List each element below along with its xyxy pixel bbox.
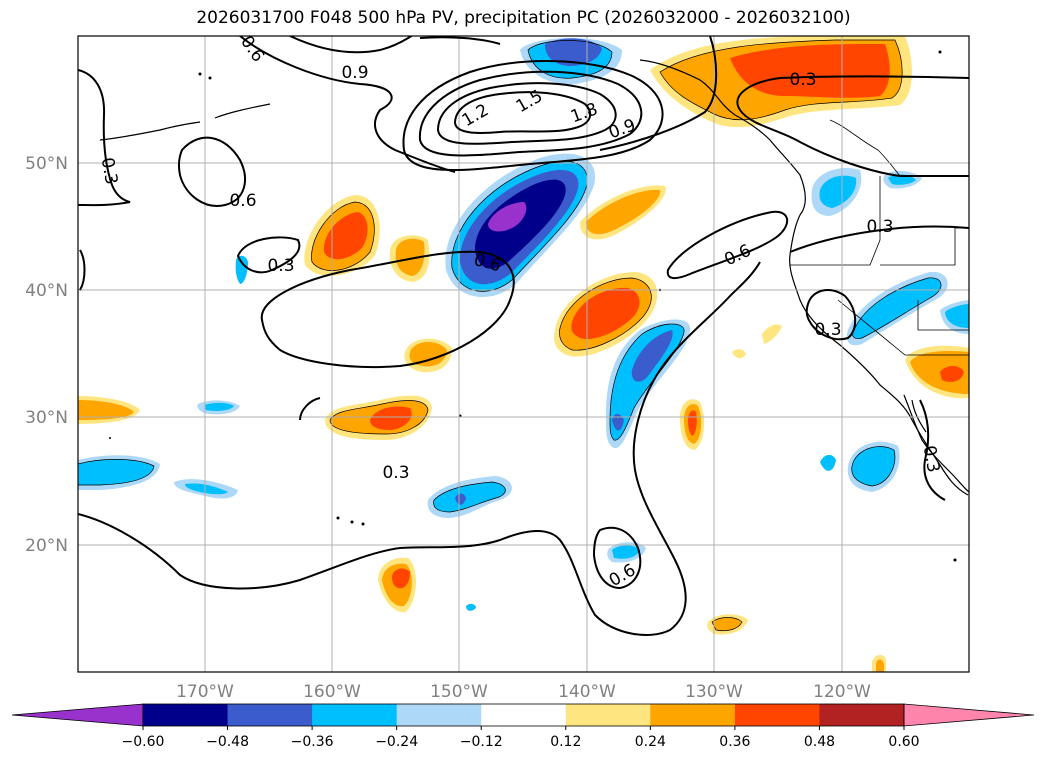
colorbar-tick-label: −0.36 [291, 734, 334, 750]
colorbar-frame [142, 703, 905, 727]
colorbar-tick-label: 0.60 [888, 734, 919, 750]
colorbar-extend-max [903, 703, 1035, 727]
colorbar-segment [481, 704, 567, 726]
colorbar-extend-min [11, 703, 144, 727]
colorbar-segment [650, 704, 736, 726]
lon-tick-label: 130°W [685, 682, 743, 702]
contour-label: 0.3 [866, 217, 893, 237]
lat-tick-label: 20°N [25, 536, 68, 556]
colorbar: −0.60 −0.48 −0.36 −0.24 −0.12 0.12 0.24 0.36 0.4… [11, 703, 1035, 750]
colorbar-tick-label: −0.24 [375, 734, 418, 750]
contour-label: 0.3 [267, 256, 294, 276]
lon-tick-label: 150°W [430, 682, 488, 702]
lon-tick-label: 160°W [303, 682, 361, 702]
contour-label: 0.3 [97, 156, 121, 186]
colorbar-tick-label: −0.48 [206, 734, 249, 750]
contour-label: 0.3 [382, 463, 409, 483]
colorbar-tick-label: 0.36 [719, 734, 750, 750]
colorbar-segment [734, 704, 820, 726]
lon-tick-label: 170°W [176, 682, 234, 702]
pv-contours [78, 36, 969, 636]
map-frame [77, 35, 970, 673]
colorbar-tick-label: 0.12 [550, 734, 581, 750]
colorbar-segment [819, 704, 905, 726]
colorbar-tick-label: 0.24 [635, 734, 666, 750]
lat-tick-label: 50°N [25, 154, 68, 174]
colorbar-segment [396, 704, 482, 726]
lon-tick-label: 140°W [558, 682, 616, 702]
contour-label: 0.3 [814, 320, 841, 340]
precip-outlines [78, 39, 942, 632]
contour-label: 0.6 [229, 191, 256, 211]
contour-label: 0.9 [341, 63, 368, 83]
colorbar-segment [565, 704, 651, 726]
colorbar-tick-label: 0.48 [804, 734, 835, 750]
contour-label: 0.3 [919, 444, 943, 474]
gridlines [78, 36, 969, 672]
islands [109, 50, 957, 562]
coastline [99, 59, 969, 496]
lat-tick-label: 30°N [25, 408, 68, 428]
figure-title: 2026031700 F048 500 hPa PV, precipitatio… [196, 8, 851, 28]
lon-tick-labels: 170°W 160°W 150°W 140°W 130°W 120°W [176, 682, 871, 702]
lat-tick-label: 40°N [25, 281, 68, 301]
lat-tick-labels: 50°N 40°N 30°N 20°N [25, 154, 68, 556]
colorbar-segment [312, 704, 398, 726]
colorbar-segment [227, 704, 313, 726]
lon-tick-label: 120°W [813, 682, 871, 702]
contour-label: 0.3 [789, 70, 816, 90]
colorbar-segment [143, 704, 229, 726]
colorbar-tick-label: −0.12 [460, 734, 503, 750]
colorbar-tick-label: −0.60 [122, 734, 165, 750]
